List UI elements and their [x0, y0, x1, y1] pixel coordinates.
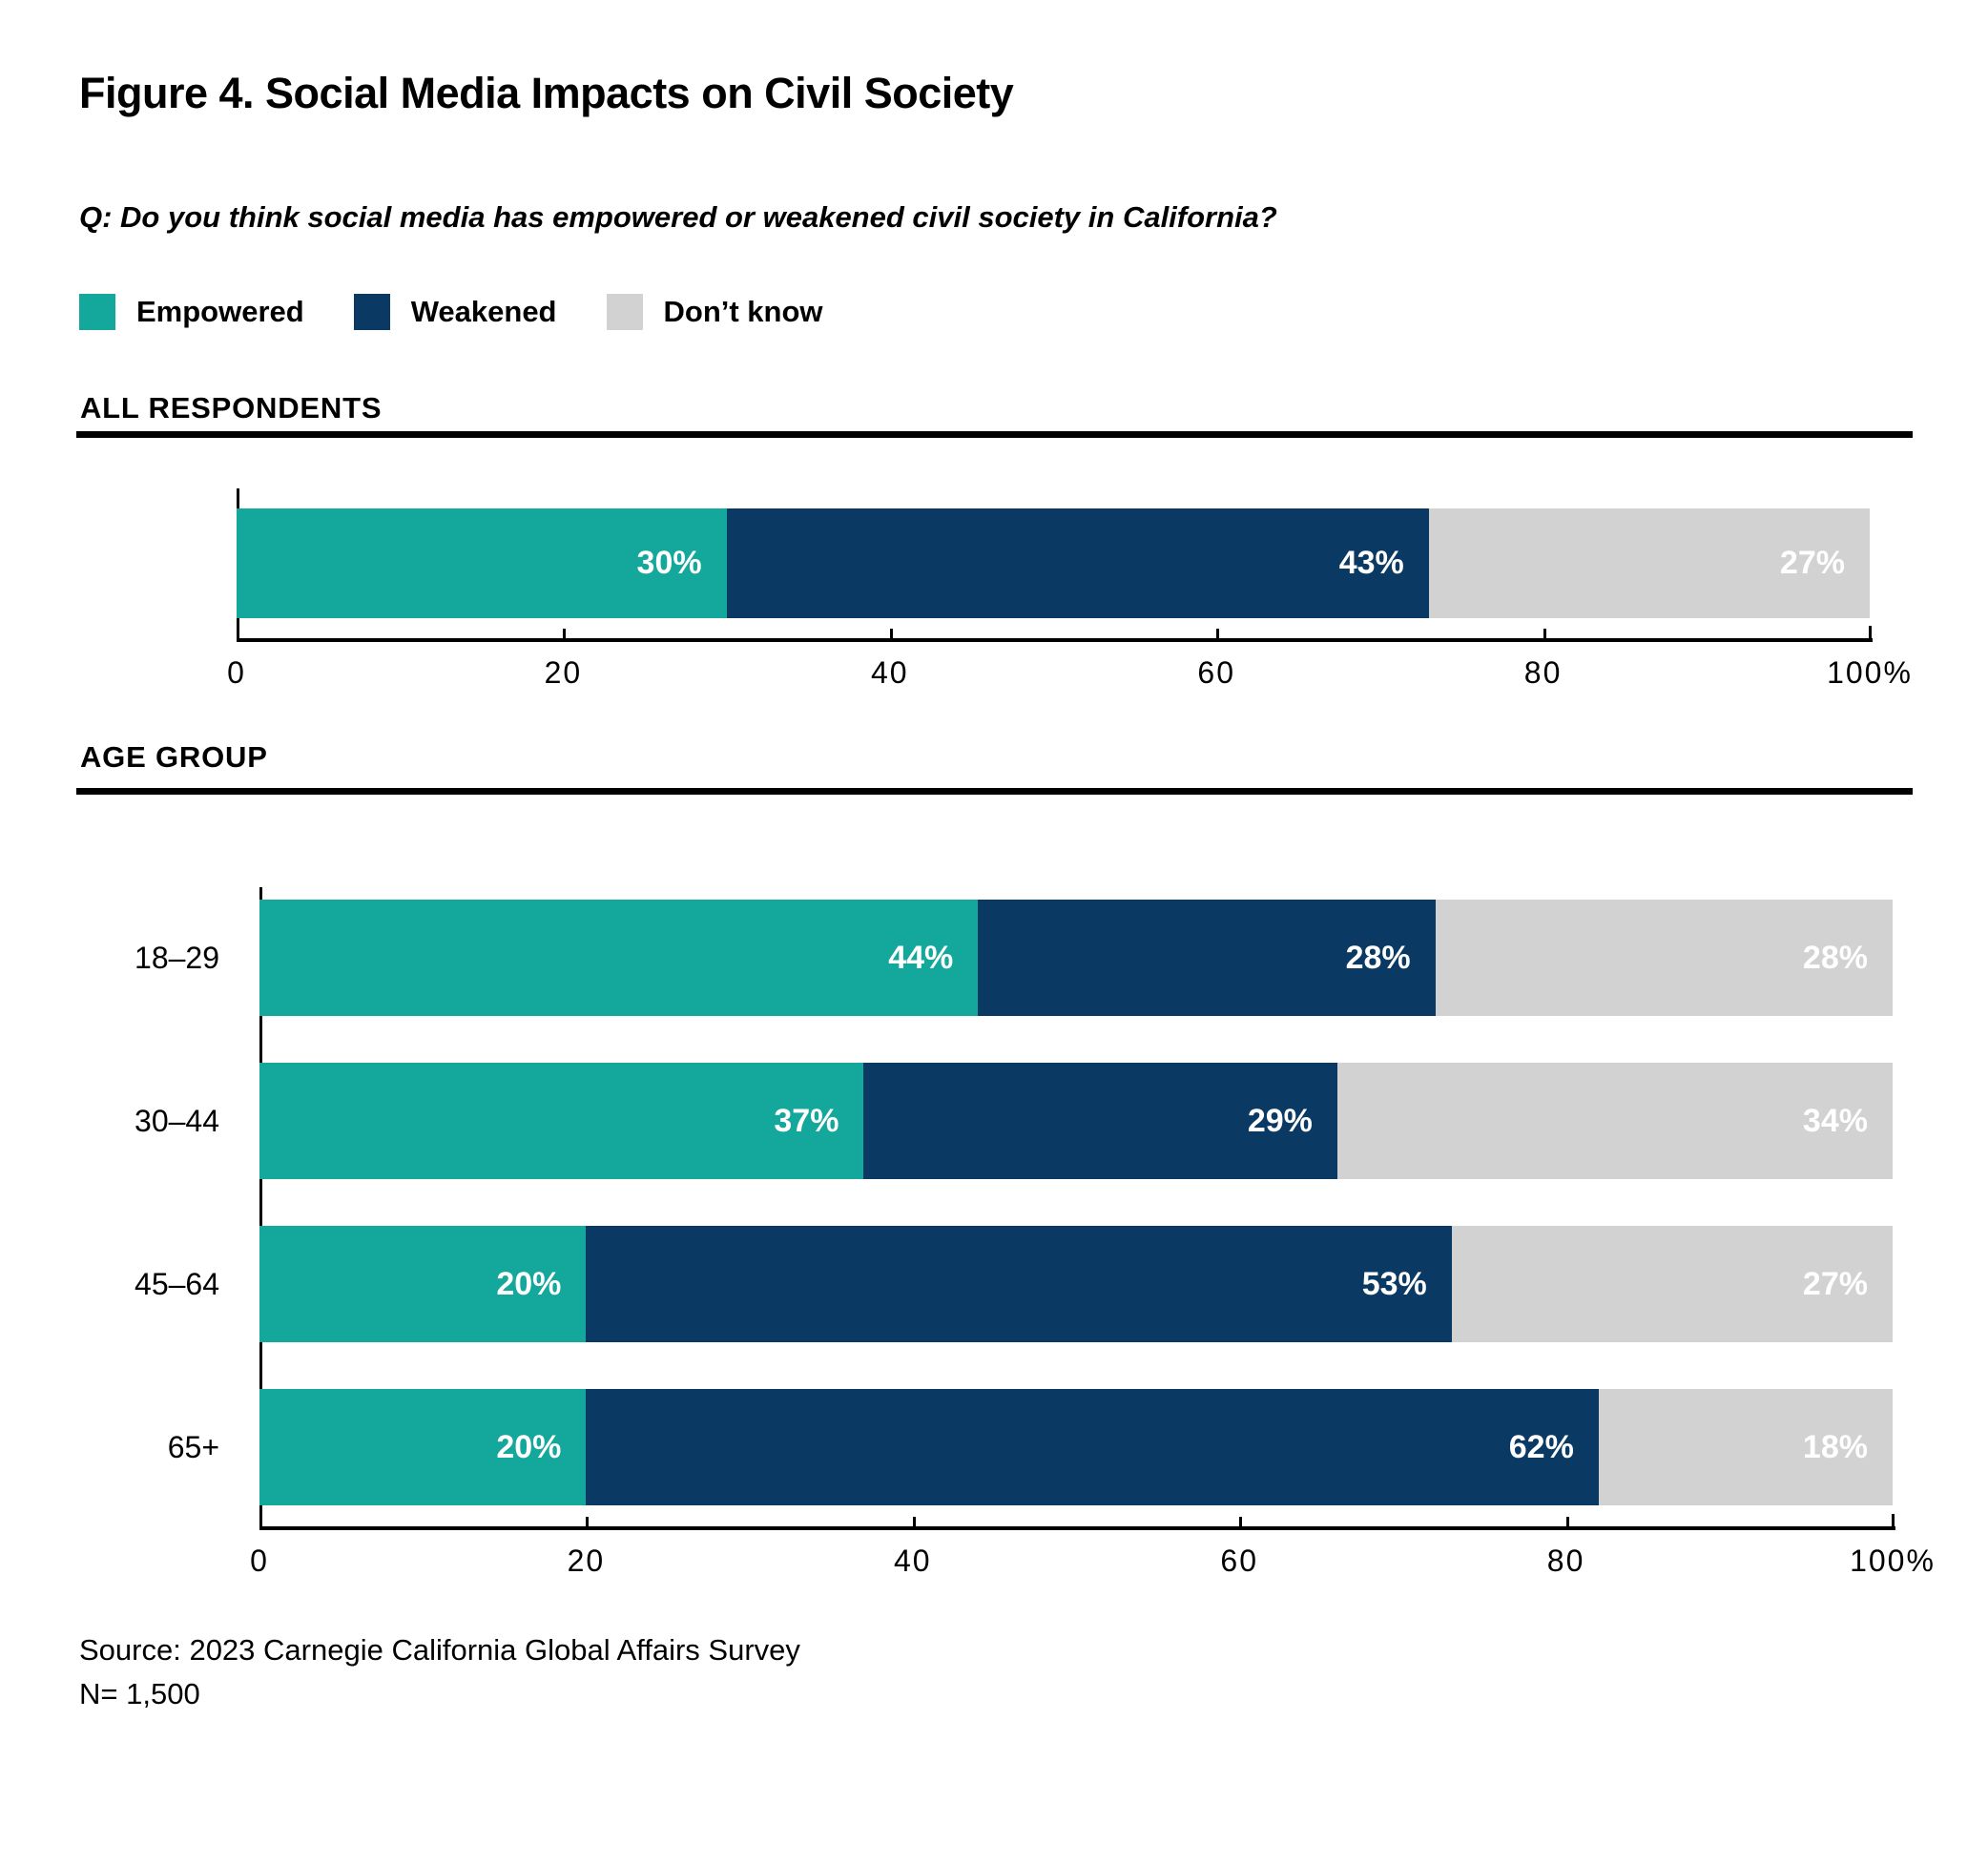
x-axis-tick-label-20: 20	[544, 655, 583, 690]
category-label-18-29: 18–29	[135, 940, 219, 975]
category-label-65+: 65+	[167, 1429, 219, 1464]
value-label-don-t-know-65+: 18%	[1802, 1428, 1868, 1465]
value-label-empowered-65+: 20%	[496, 1428, 562, 1465]
segment-weakened-45-64: 53%	[586, 1226, 1452, 1342]
x-axis-tick-label-100-: 100%	[1850, 1544, 1936, 1578]
segment-empowered-45-64: 20%	[259, 1226, 587, 1342]
x-axis-tick	[889, 629, 893, 638]
segment-empowered-all-respondents: 30%	[237, 508, 727, 618]
value-label-weakened-18-29: 28%	[1345, 939, 1411, 976]
x-axis-tick-label-60: 60	[1220, 1544, 1258, 1578]
segment-weakened-65+: 62%	[586, 1389, 1599, 1505]
segment-don-t-know-45-64: 27%	[1451, 1226, 1893, 1342]
value-label-empowered-all-respondents: 30%	[636, 545, 702, 581]
value-label-weakened-45-64: 53%	[1361, 1265, 1427, 1302]
sample-size-note: N= 1,500	[79, 1677, 200, 1710]
x-axis-tick-label-40: 40	[894, 1544, 932, 1578]
x-axis-tick-label-20: 20	[567, 1544, 606, 1578]
value-label-weakened-30-44: 29%	[1247, 1102, 1313, 1139]
legend-label-dont-know: Don’t know	[663, 295, 823, 328]
survey-question: Q: Do you think social media has empower…	[79, 200, 1277, 234]
bar-row-45-64: 45–64 20% 53% 27%	[135, 1226, 1893, 1342]
x-axis-end-tick	[1869, 626, 1872, 638]
x-axis-tick	[1565, 1517, 1569, 1526]
x-axis-end-tick	[1892, 1514, 1895, 1526]
segment-weakened-18-29: 28%	[978, 900, 1436, 1016]
x-axis-tick	[912, 1517, 916, 1526]
stacked-bar-65+: 20% 62% 18%	[259, 1389, 1893, 1505]
x-axis-tick	[1543, 629, 1546, 638]
value-label-empowered-18-29: 44%	[888, 939, 954, 976]
x-axis-tick	[563, 629, 567, 638]
x-axis-tick-label-80: 80	[1546, 1544, 1585, 1578]
bar-row-18-29: 18–29 44% 28% 28%	[135, 900, 1893, 1016]
segment-weakened-all-respondents: 43%	[726, 508, 1429, 618]
legend-item-weakened: Weakened	[353, 294, 557, 330]
x-axis-tick-label-80: 80	[1523, 655, 1563, 690]
value-label-empowered-30-44: 37%	[774, 1102, 839, 1139]
section-rule	[76, 788, 1913, 795]
source-note: Source: 2023 Carnegie California Global …	[79, 1633, 800, 1667]
section-rule	[76, 431, 1913, 438]
category-label-45-64: 45–64	[135, 1266, 219, 1301]
x-axis-tick-label-100-: 100%	[1827, 655, 1913, 690]
segment-don-t-know-18-29: 28%	[1435, 900, 1893, 1016]
segment-don-t-know-all-respondents: 27%	[1428, 508, 1870, 618]
dont-know-swatch-icon	[606, 294, 643, 330]
category-label-30-44: 30–44	[135, 1103, 219, 1138]
legend-label-empowered: Empowered	[136, 295, 304, 328]
empowered-swatch-icon	[79, 294, 115, 330]
bar-row-all-respondents: 30% 43% 27%	[237, 508, 1870, 618]
segment-don-t-know-30-44: 34%	[1336, 1063, 1893, 1179]
stacked-bar-45-64: 20% 53% 27%	[259, 1226, 1893, 1342]
value-label-don-t-know-all-respondents: 27%	[1779, 545, 1845, 581]
value-label-weakened-all-respondents: 43%	[1338, 545, 1404, 581]
segment-weakened-30-44: 29%	[863, 1063, 1337, 1179]
value-label-don-t-know-45-64: 27%	[1802, 1265, 1868, 1302]
legend-item-empowered: Empowered	[79, 294, 304, 330]
stacked-bar-all-respondents: 30% 43% 27%	[237, 508, 1870, 618]
legend: Empowered Weakened Don’t know	[79, 294, 873, 330]
segment-don-t-know-65+: 18%	[1598, 1389, 1893, 1505]
bar-row-65+: 65+ 20% 62% 18%	[168, 1389, 1893, 1505]
x-axis-tick-label-40: 40	[871, 655, 909, 690]
x-axis-tick-label-0: 0	[227, 655, 246, 690]
segment-empowered-30-44: 37%	[259, 1063, 864, 1179]
chart-age-group: 18–29 44% 28% 28% 30–44 37% 29% 34% 45–64 20% 53% 2…	[135, 878, 1988, 1588]
legend-item-dont-know: Don’t know	[606, 294, 823, 330]
stacked-bar-30-44: 37% 29% 34%	[259, 1063, 1893, 1179]
segment-empowered-18-29: 44%	[259, 900, 979, 1016]
bar-row-30-44: 30–44 37% 29% 34%	[135, 1063, 1893, 1179]
value-label-don-t-know-18-29: 28%	[1802, 939, 1868, 976]
value-label-empowered-45-64: 20%	[496, 1265, 562, 1302]
x-axis-tick-label-60: 60	[1197, 655, 1235, 690]
segment-empowered-65+: 20%	[259, 1389, 587, 1505]
value-label-weakened-65+: 62%	[1508, 1428, 1574, 1465]
stacked-bar-18-29: 44% 28% 28%	[259, 900, 1893, 1016]
x-axis-tick-label-0: 0	[250, 1544, 269, 1578]
y-axis-line	[259, 887, 262, 1530]
x-axis-tick	[1216, 629, 1220, 638]
section-title-all-respondents: ALL RESPONDENTS	[80, 391, 383, 425]
x-axis-line	[259, 1526, 1895, 1530]
value-label-don-t-know-30-44: 34%	[1802, 1102, 1868, 1139]
legend-label-weakened: Weakened	[410, 295, 557, 328]
figure-title: Figure 4. Social Media Impacts on Civil …	[79, 69, 1014, 117]
x-axis-tick	[586, 1517, 590, 1526]
chart-all-respondents: 30% 43% 27% 0 20 40 60 80 100%	[227, 482, 1973, 706]
section-title-age-group: AGE GROUP	[80, 740, 268, 774]
weakened-swatch-icon	[353, 294, 390, 330]
x-axis-tick	[1239, 1517, 1243, 1526]
x-axis-line	[237, 638, 1873, 642]
